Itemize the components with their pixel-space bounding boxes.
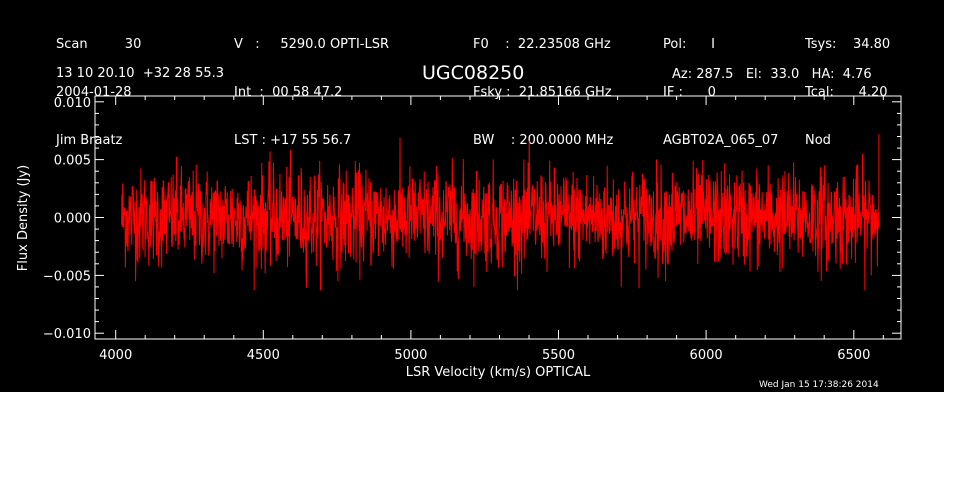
pol-label: Pol: I bbox=[663, 37, 715, 52]
project-label: AGBT02A_065_07 bbox=[663, 133, 779, 148]
chart-title: UGC08250 bbox=[422, 62, 525, 84]
x-tick-label: 5500 bbox=[542, 348, 575, 363]
y-tick-label: 0.010 bbox=[54, 96, 91, 111]
y-tick-label: −0.005 bbox=[43, 269, 91, 284]
header-col4: Pol: I IF : 0 AGBT02A_065_07 bbox=[663, 5, 778, 181]
y-tick-label: 0.005 bbox=[54, 154, 91, 169]
x-tick-label: 5000 bbox=[394, 348, 427, 363]
x-tick-label: 4500 bbox=[247, 348, 280, 363]
bandwidth-label: BW : 200.0000 MHz bbox=[473, 133, 614, 148]
x-tick-label: 6000 bbox=[690, 348, 723, 363]
x-tick-label: 4000 bbox=[99, 348, 132, 363]
timestamp: Wed Jan 15 17:38:26 2014 bbox=[759, 380, 879, 390]
nod-label: Nod bbox=[805, 133, 831, 148]
plot-panel: Scan 30 2004-01-28 Jim Braatz V : 5290.0… bbox=[0, 0, 944, 392]
y-tick-label: −0.010 bbox=[43, 327, 91, 342]
x-tick-label: 6500 bbox=[837, 348, 870, 363]
spectrum-chart: 4000 4500 5000 5500 6000 6500 −0.010 −0.005 0.00… bbox=[16, 95, 902, 380]
lst-label: LST : +17 55 56.7 bbox=[234, 133, 352, 148]
scan-label: Scan 30 bbox=[56, 37, 142, 52]
axis-layer: 4000 4500 5000 5500 6000 6500 −0.010 −0.005 0.00… bbox=[43, 96, 901, 363]
tsys-label: Tsys: 34.80 bbox=[805, 37, 891, 52]
velocity-label: V : 5290.0 OPTI-LSR bbox=[234, 37, 390, 52]
if-label: IF : 0 bbox=[663, 85, 716, 100]
spectrum-trace-layer bbox=[121, 134, 880, 291]
pointing-label: Az: 287.5 El: 33.0 HA: 4.76 bbox=[672, 67, 872, 82]
observer-label: Jim Braatz bbox=[56, 133, 123, 148]
x-axis-label: LSR Velocity (km/s) OPTICAL bbox=[406, 365, 591, 380]
header-col1: Scan 30 2004-01-28 Jim Braatz bbox=[56, 5, 141, 181]
coords-label: 13 10 20.10 +32 28 55.3 bbox=[56, 66, 225, 81]
y-axis-label: Flux Density (Jy) bbox=[16, 165, 31, 271]
f0-label: F0 : 22.23508 GHz bbox=[473, 37, 611, 52]
spectrum-line bbox=[121, 134, 880, 291]
y-tick-label: 0.000 bbox=[54, 212, 91, 227]
